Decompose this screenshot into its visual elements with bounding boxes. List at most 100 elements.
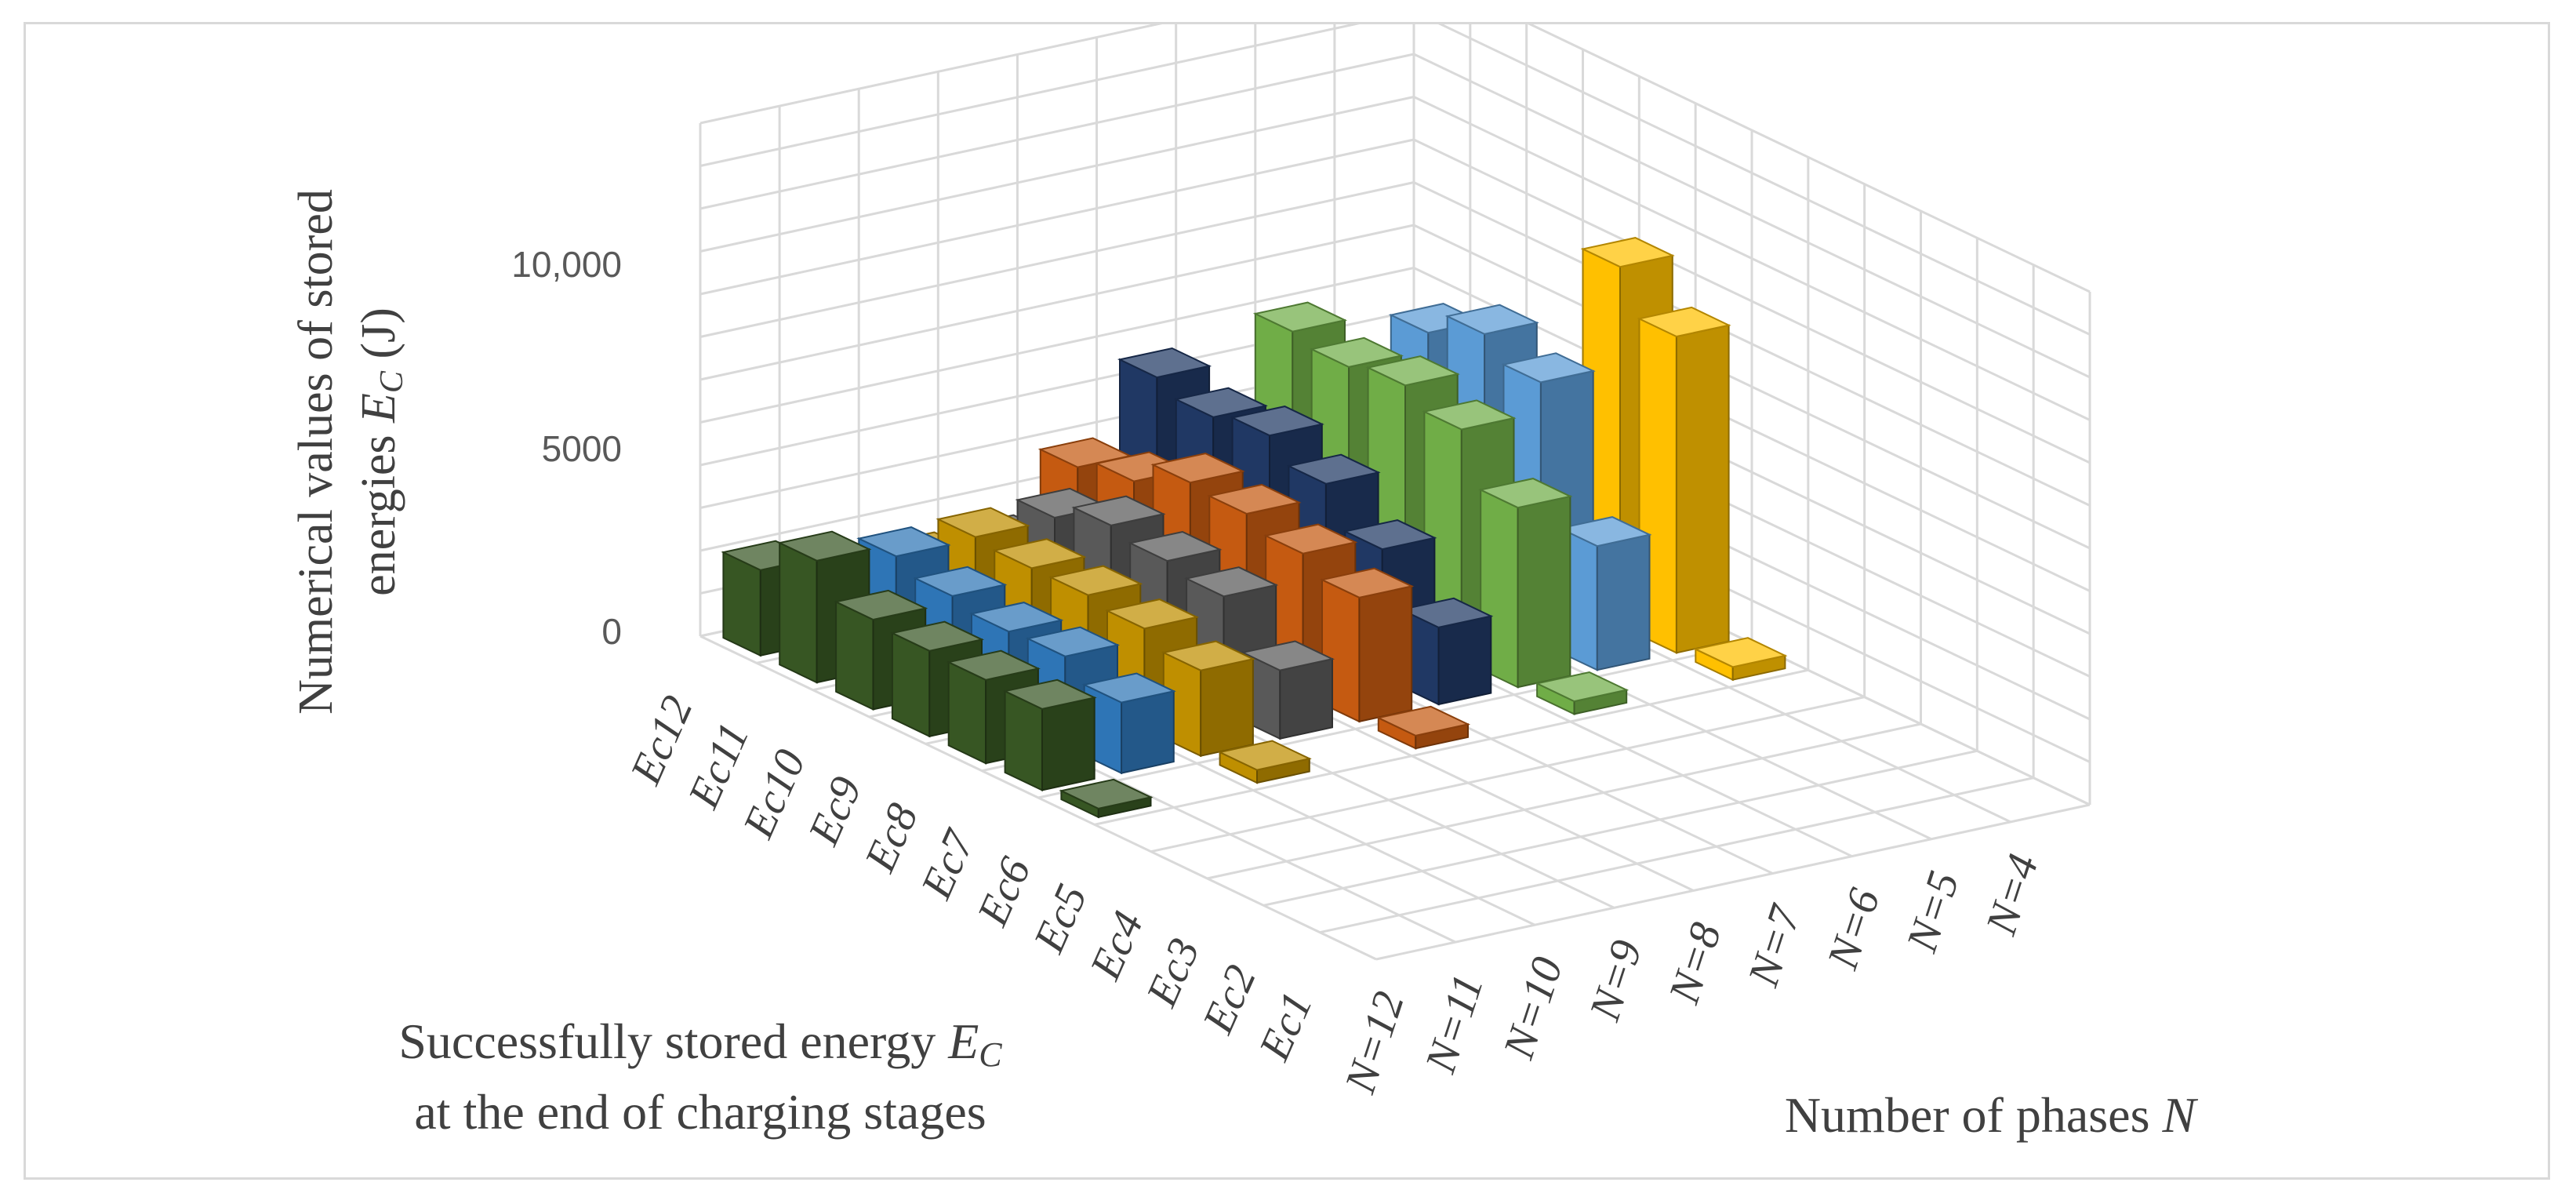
bar-face-top <box>889 620 985 652</box>
bar-face-top <box>1207 483 1302 515</box>
bar-face-top <box>1002 678 1097 710</box>
bar-face-top <box>1025 626 1121 657</box>
stage-axis-title-line1: Successfully stored energy EC <box>398 1013 1002 1074</box>
bar-face-top <box>1286 453 1381 485</box>
bar-face-top <box>1161 640 1255 671</box>
chart-3d-column: 10,000 5000 0 Numerical values of stored… <box>289 24 2199 1143</box>
phase-tick-label: N=11 <box>1416 969 1494 1079</box>
bar-Ec7-N=9 <box>1240 640 1335 740</box>
gridline <box>1413 181 2091 507</box>
bar-Ec7-N=4 <box>1637 306 1731 654</box>
bar-face-top <box>1252 301 1348 333</box>
bar-Ec6-N=12 <box>1059 778 1154 819</box>
bar-face-top <box>1048 565 1143 596</box>
bar-face-top <box>1478 478 1573 509</box>
bar-face-top <box>1309 336 1404 368</box>
bar-face-top <box>946 649 1041 681</box>
gridline <box>1413 224 2091 550</box>
gridline <box>699 24 1360 167</box>
y-tick-label: 0 <box>601 611 622 652</box>
bar-face-top <box>1117 347 1212 379</box>
floor-gridline <box>1375 803 2091 961</box>
phase-axis-title: Number of phases N <box>1785 1087 2199 1143</box>
bar-Ec7-N=5 <box>1557 516 1652 671</box>
bar-face-top <box>1263 523 1358 555</box>
phase-tick-label: N=10 <box>1494 951 1572 1065</box>
bar-face-top <box>1444 304 1539 335</box>
bar-face-top <box>1399 597 1494 628</box>
stage-tick-label: Ec6 <box>968 850 1040 933</box>
gridline <box>699 96 1415 253</box>
bar-face-top <box>1375 705 1471 737</box>
stage-tick-label: Ec3 <box>1137 931 1209 1014</box>
bar-face-top <box>1173 387 1268 418</box>
bar-face-top <box>992 538 1087 569</box>
bar-face-right <box>1041 697 1095 791</box>
bar-face-top <box>1342 519 1437 551</box>
stage-tick-label: Ec7 <box>912 822 985 906</box>
bar-Ec6-N=4 <box>1693 637 1788 682</box>
floor-gridline <box>1094 668 1809 826</box>
floor-gridline <box>1150 696 1865 853</box>
bar-face-top <box>1128 530 1223 562</box>
bar-face-top <box>1217 740 1312 771</box>
chart-frame: 10,000 5000 0 Numerical values of stored… <box>24 22 2550 1180</box>
gridline <box>699 138 1415 296</box>
bar-face-right <box>1675 324 1730 654</box>
phase-tick-label: N=8 <box>1659 917 1731 1009</box>
gridline <box>1413 138 2091 464</box>
bar-face-top <box>1081 672 1176 704</box>
bar-face-right <box>1279 657 1333 740</box>
gridline <box>1528 24 2091 293</box>
y-tick-label: 10,000 <box>511 244 622 285</box>
bar-Ec6-N=10 <box>1217 740 1312 784</box>
bar-face-top <box>968 602 1064 633</box>
bar-Ec7-N=6 <box>1478 478 1573 689</box>
bar-face-top <box>913 566 1008 597</box>
bar-face-top <box>1422 399 1517 431</box>
floor-gridline <box>1319 777 2034 934</box>
bar-face-right <box>1121 689 1175 774</box>
bar-face-top <box>1059 778 1154 809</box>
bar-face-top <box>1693 637 1788 668</box>
bar-face-top <box>1535 671 1630 703</box>
phase-tick-label: N=4 <box>1977 849 2048 941</box>
bar-face-top <box>1184 566 1279 598</box>
floor-gridline <box>1207 722 1921 880</box>
floor-gridline <box>1263 749 1978 907</box>
bar-face-top <box>1365 355 1460 387</box>
stage-tick-label: Ec2 <box>1194 958 1266 1042</box>
bar-face-top <box>1557 516 1652 547</box>
bar-Ec7-N=12 <box>1002 678 1097 791</box>
floor-gridline <box>699 635 1377 961</box>
bar-face-top <box>1319 567 1415 598</box>
bar-Ec6-N=6 <box>1535 671 1630 715</box>
bar-Ec7-N=8 <box>1319 567 1415 723</box>
stage-tick-label: Ec8 <box>856 797 928 880</box>
bar-face-right <box>1358 585 1413 723</box>
stage-axis-title-line2: at the end of charging stages <box>414 1084 986 1140</box>
gridline <box>699 181 1415 338</box>
bar-face-top <box>1150 453 1245 484</box>
gridline <box>1438 24 2091 336</box>
gridline <box>1413 53 2091 379</box>
phase-axis-labels: N=12 N=11 N=10 N=9 N=8 N=7 N=6 N=5 N=4 <box>1335 849 2048 1100</box>
gridline <box>699 24 1163 125</box>
phase-tick-label: N=12 <box>1335 986 1414 1100</box>
bar-face-right <box>1596 533 1651 671</box>
bar-Ec7-N=7 <box>1399 597 1494 706</box>
stage-tick-label: Ec9 <box>799 769 871 853</box>
bar-face-top <box>1501 352 1596 384</box>
gridline <box>1413 96 2091 421</box>
bar-face-right <box>1200 657 1254 757</box>
y-tick-label: 5000 <box>542 428 622 469</box>
bar-face-top <box>1071 495 1166 526</box>
bar-face-top <box>1580 237 1675 268</box>
stage-tick-label: Ec5 <box>1024 878 1096 961</box>
phase-tick-label: N=7 <box>1739 899 1811 993</box>
bar-face-left <box>779 541 818 684</box>
bar-Ec7-N=10 <box>1161 640 1255 758</box>
phase-tick-label: N=5 <box>1898 866 1969 958</box>
bar-face-top <box>834 589 928 621</box>
chart-bars <box>721 237 1788 819</box>
